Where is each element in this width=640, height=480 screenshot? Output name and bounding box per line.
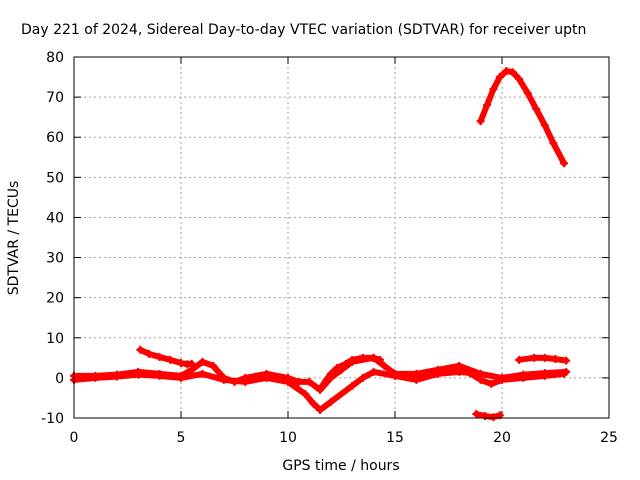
data-point xyxy=(523,89,532,98)
data-point xyxy=(326,369,335,378)
data-point xyxy=(187,359,196,368)
data-point xyxy=(487,379,496,388)
axis-ticks: 0 5 10 15 20 25 -10 0 10 20 30 40 50 60 70 80 xyxy=(41,50,618,446)
data-point xyxy=(198,357,207,366)
series-negative-segment xyxy=(472,409,504,422)
data-point xyxy=(376,355,385,364)
data-point xyxy=(301,389,310,398)
y-tick-label: 0 xyxy=(55,371,64,387)
data-point xyxy=(502,67,511,76)
data-point xyxy=(262,369,271,378)
plot-frame xyxy=(73,56,610,419)
y-tick-label: 10 xyxy=(46,331,64,347)
data-point xyxy=(495,73,504,82)
data-point xyxy=(91,371,100,380)
y-tick-label: -10 xyxy=(41,411,64,427)
series-high-arc xyxy=(476,67,569,168)
data-point xyxy=(508,68,517,77)
y-tick-label: 40 xyxy=(46,210,64,226)
data-point xyxy=(294,377,303,386)
data-point xyxy=(318,381,327,390)
data-point xyxy=(348,381,357,390)
data-point xyxy=(476,369,485,378)
data-point xyxy=(326,397,335,406)
series-decay-arc xyxy=(136,345,196,369)
data-point xyxy=(112,370,121,379)
data-point xyxy=(322,375,331,384)
data-series xyxy=(70,67,571,422)
x-tick-label: 5 xyxy=(177,430,186,446)
data-point xyxy=(476,117,485,126)
data-point xyxy=(341,359,350,368)
data-point xyxy=(136,345,145,354)
data-point xyxy=(209,361,218,370)
data-point xyxy=(369,367,378,376)
data-point xyxy=(380,361,389,370)
data-point xyxy=(472,409,481,418)
series-rising-arc xyxy=(318,353,385,390)
data-point xyxy=(333,363,342,372)
y-tick-label: 70 xyxy=(46,90,64,106)
data-point xyxy=(540,353,549,362)
y-axis-label: SDTVAR / TECUs xyxy=(6,181,22,296)
data-point xyxy=(498,373,506,382)
data-point xyxy=(309,399,318,408)
data-point xyxy=(391,369,399,378)
data-point xyxy=(144,349,153,358)
data-point xyxy=(551,355,560,364)
data-point xyxy=(489,413,498,422)
x-tick-label: 15 xyxy=(386,430,404,446)
data-point xyxy=(134,367,143,376)
series-upper-right-segment xyxy=(515,353,571,365)
chart-title: Day 221 of 2024, Sidereal Day-to-day VTE… xyxy=(21,22,586,38)
data-point xyxy=(412,369,421,378)
data-point xyxy=(455,361,464,370)
data-point xyxy=(230,377,239,386)
data-point xyxy=(177,371,185,380)
data-point xyxy=(540,369,549,378)
data-point xyxy=(515,75,524,84)
series-line xyxy=(473,410,503,421)
y-tick-label: 50 xyxy=(46,170,64,186)
data-point xyxy=(480,411,489,420)
data-point xyxy=(305,377,314,386)
data-point xyxy=(155,353,164,362)
data-point xyxy=(284,373,292,382)
y-tick-label: 20 xyxy=(46,291,64,307)
data-point xyxy=(519,370,528,379)
y-tick-label: 30 xyxy=(46,251,64,267)
data-point xyxy=(219,373,228,382)
x-tick-label: 0 xyxy=(70,430,79,446)
x-tick-label: 10 xyxy=(279,430,297,446)
data-point xyxy=(358,353,367,362)
data-point xyxy=(155,369,164,378)
data-point xyxy=(530,353,539,362)
data-point xyxy=(198,369,207,378)
data-point xyxy=(549,139,558,148)
data-point xyxy=(166,355,175,364)
data-point xyxy=(433,365,442,374)
data-point xyxy=(515,355,524,364)
data-point xyxy=(562,367,571,376)
x-axis-label: GPS time / hours xyxy=(282,458,399,474)
data-point xyxy=(316,405,325,414)
data-point xyxy=(177,359,185,368)
y-tick-label: 60 xyxy=(46,130,64,146)
data-point xyxy=(348,355,357,364)
x-tick-label: 20 xyxy=(493,430,511,446)
data-point xyxy=(369,353,378,362)
data-point xyxy=(532,105,541,114)
data-point xyxy=(489,85,498,94)
data-point xyxy=(562,356,571,365)
y-tick-label: 80 xyxy=(46,50,64,66)
series-line xyxy=(477,68,568,167)
data-point xyxy=(241,373,250,382)
x-tick-label: 25 xyxy=(600,430,618,446)
data-point xyxy=(358,373,367,382)
data-point xyxy=(540,121,549,130)
data-point xyxy=(560,159,569,168)
data-point xyxy=(483,101,492,110)
